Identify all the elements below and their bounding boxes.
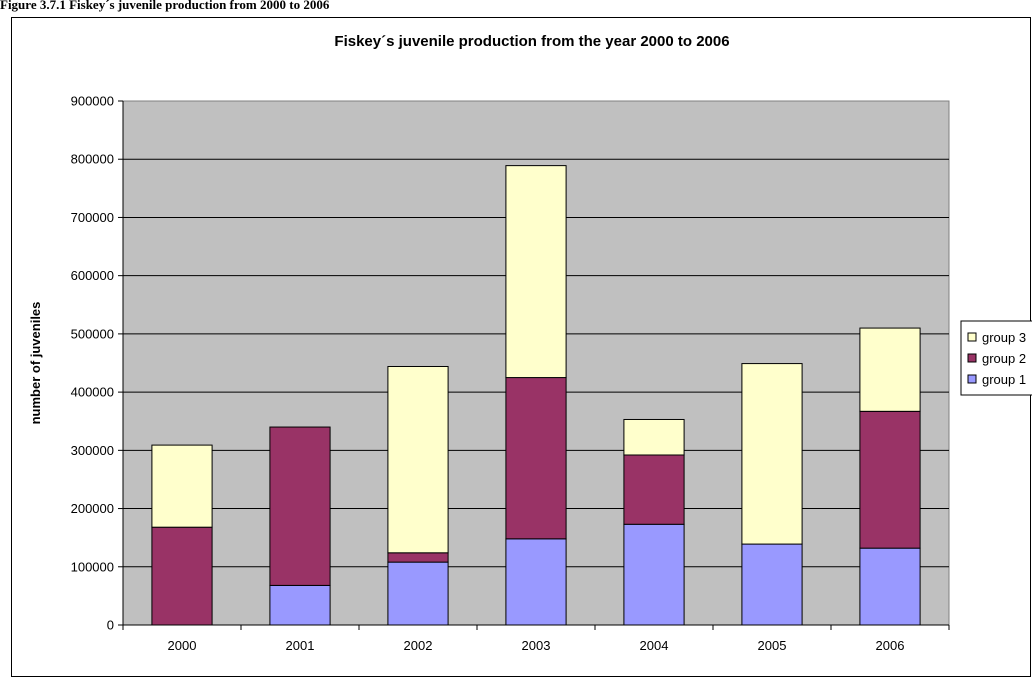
- x-axis: 2000 2001 2002 2003 2004 2005 2006: [122, 624, 950, 653]
- y-tick-label: 700000: [71, 210, 114, 225]
- x-tick-label: 2000: [168, 638, 197, 653]
- chart-title: Fiskey´s juvenile production from the ye…: [334, 33, 729, 50]
- bar-segment-group-3-2005: [741, 363, 803, 545]
- bar-segment-group-3-2000: [151, 444, 213, 528]
- legend-label: group 1: [982, 372, 1026, 387]
- y-tick-label: 800000: [71, 152, 114, 167]
- bar-segment-group-3-2003: [505, 165, 567, 379]
- y-tick-label: 900000: [71, 94, 114, 109]
- y-tick-label: 200000: [71, 501, 114, 516]
- y-axis-title: number of juveniles: [28, 302, 43, 425]
- bar-segment-group-1-2003: [505, 538, 567, 626]
- bar-segment-group-1-2006: [859, 547, 921, 626]
- y-tick-label: 100000: [71, 559, 114, 574]
- bar-segment-group-3-2004: [623, 418, 685, 456]
- y-tick-label: 600000: [71, 268, 114, 283]
- x-tick-label: 2005: [758, 638, 787, 653]
- bar-segment-group-2-2002: [387, 552, 449, 563]
- x-tick-label: 2006: [876, 638, 905, 653]
- legend-label: group 3: [982, 330, 1026, 345]
- bar-segment-group-3-2002: [387, 365, 449, 554]
- bar-segment-group-1-2001: [269, 584, 331, 626]
- bar-segment-group-1-2004: [623, 523, 685, 626]
- y-tick-label: 400000: [71, 385, 114, 400]
- y-axis: 0 100000 200000 300000 400000 500000 600000 700…: [71, 94, 124, 633]
- y-tick-label: 500000: [71, 326, 114, 341]
- bar-segment-group-2-2000: [151, 526, 213, 626]
- y-tick-label: 300000: [71, 443, 114, 458]
- bar-segment-group-3-2006: [859, 327, 921, 412]
- bar-segment-group-2-2006: [859, 410, 921, 549]
- legend: group 3 group 2 group 1: [960, 320, 1032, 396]
- bar-segment-group-2-2003: [505, 377, 567, 540]
- x-tick-label: 2001: [286, 638, 315, 653]
- y-tick-label: 0: [107, 618, 114, 633]
- x-tick-label: 2002: [404, 638, 433, 653]
- legend-swatch: [967, 332, 977, 342]
- chart-frame: Fiskey´s juvenile production from the ye…: [11, 17, 1032, 677]
- legend-swatch: [967, 353, 977, 363]
- legend-swatch: [967, 374, 977, 384]
- figure-caption: Figure 3.7.1 Fiskey´s juvenile productio…: [0, 0, 330, 12]
- bar-segment-group-1-2005: [741, 543, 803, 626]
- bar-segment-group-1-2002: [387, 561, 449, 626]
- x-tick-label: 2003: [522, 638, 551, 653]
- bar-segment-group-2-2004: [623, 454, 685, 525]
- x-tick-label: 2004: [640, 638, 669, 653]
- bars: [151, 165, 921, 626]
- chart-svg: Fiskey´s juvenile production from the ye…: [28, 33, 1032, 653]
- bar-segment-group-2-2001: [269, 426, 331, 586]
- legend-label: group 2: [982, 351, 1026, 366]
